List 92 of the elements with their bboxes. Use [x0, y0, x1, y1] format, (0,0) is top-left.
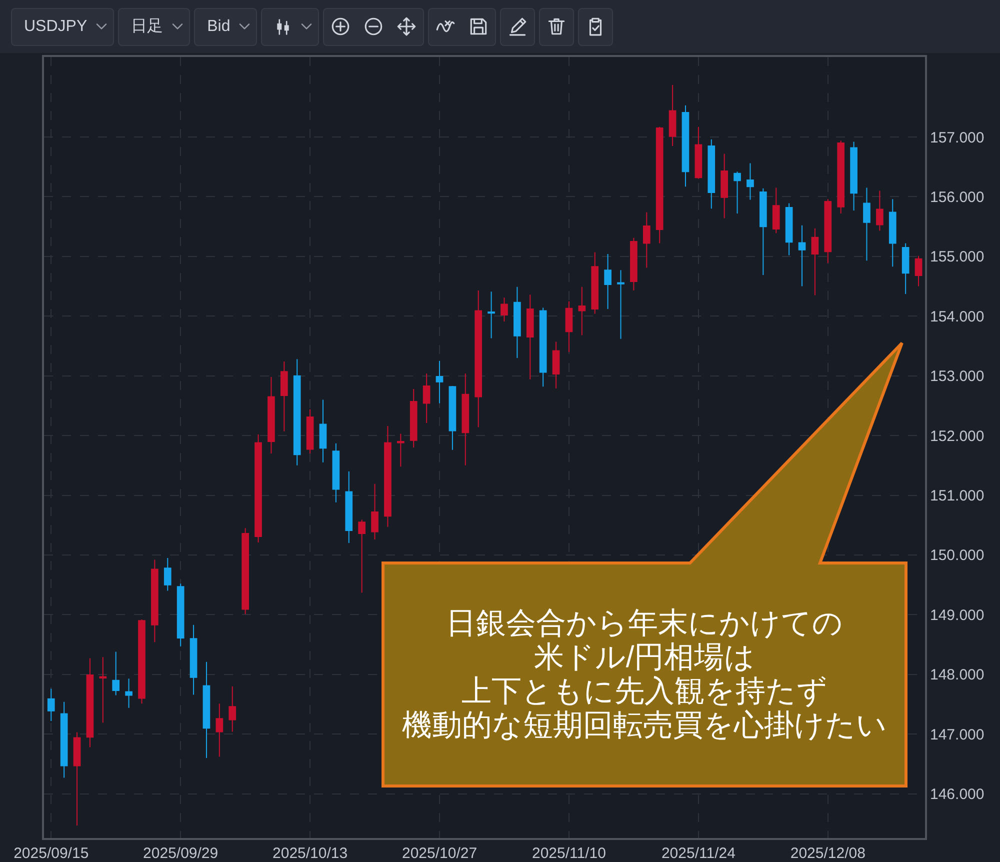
dropdown: Bid	[194, 8, 258, 46]
candlestick	[280, 361, 288, 432]
candlestick	[694, 126, 702, 180]
candlestick	[656, 126, 664, 244]
x-tick-label: 2025/09/29	[143, 845, 218, 862]
candlestick	[708, 138, 716, 210]
candlestick	[358, 519, 366, 594]
candlestick	[397, 433, 404, 468]
candlestick	[760, 188, 767, 276]
x-tick-label: 2025/10/13	[272, 845, 348, 862]
x-tick-label: 2025/11/24	[661, 845, 736, 862]
x-tick-label: 2025/09/15	[14, 845, 89, 862]
dropdown: USDJPY	[11, 8, 114, 46]
x-tick-label: 2025/12/08	[790, 845, 866, 862]
candlestick	[526, 294, 534, 380]
chart-title: USDJPY	[24, 18, 88, 36]
y-tick-label: 148.000	[930, 666, 984, 684]
candlestick	[902, 242, 910, 295]
candlestick	[630, 237, 638, 291]
candlestick	[332, 442, 340, 503]
candlestick	[552, 341, 560, 389]
candlestick	[462, 372, 470, 466]
dropdown: 日足	[118, 8, 190, 46]
candlestick	[863, 187, 870, 262]
candlestick	[746, 162, 754, 200]
candlestick	[112, 651, 120, 696]
candlestick	[642, 212, 650, 268]
candlestick	[798, 224, 806, 287]
candlestick	[720, 153, 728, 219]
candlestick	[319, 399, 327, 463]
candlestick	[539, 307, 547, 388]
candlestick	[190, 624, 198, 696]
candlestick	[99, 656, 107, 724]
candlestick	[591, 252, 599, 314]
candlestick	[488, 291, 495, 339]
y-tick-label: 151.000	[930, 488, 984, 505]
y-tick-label: 146.000	[930, 786, 984, 804]
candlestick	[500, 297, 508, 322]
y-tick-label: 152.000	[930, 428, 984, 445]
candlestick	[514, 286, 521, 358]
y-tick-label: 150.000	[930, 547, 984, 564]
candlestick	[254, 434, 262, 543]
candlestick	[371, 483, 378, 540]
candlestick	[216, 703, 224, 758]
candlestick	[47, 688, 55, 722]
candlestick	[785, 202, 793, 256]
candlestick	[151, 559, 158, 643]
candlestick	[811, 228, 819, 296]
candlestick	[268, 376, 275, 454]
candlestick	[410, 388, 418, 448]
candlestick	[242, 528, 249, 615]
candlestick	[578, 286, 586, 336]
candlestick	[682, 104, 690, 188]
candlestick	[384, 426, 392, 528]
y-tick-label: 154.000	[930, 308, 984, 326]
candlestick	[876, 190, 884, 232]
candlestick	[604, 254, 612, 310]
candlestick	[448, 386, 456, 450]
candlestick	[565, 300, 573, 352]
candlestick	[164, 557, 172, 592]
y-tick-label: 157.000	[930, 129, 984, 146]
y-tick-label: 149.000	[930, 606, 984, 624]
candlestick	[306, 408, 314, 454]
candlestick	[228, 686, 236, 732]
candlestick	[138, 618, 146, 704]
candlestick	[914, 255, 922, 287]
candlestick	[125, 678, 132, 708]
candlestick	[837, 140, 845, 214]
x-tick-label: 2025/10/27	[402, 845, 478, 862]
candlestick	[293, 358, 301, 466]
candlestick	[850, 141, 858, 211]
candlestick	[734, 171, 741, 214]
candlestick	[73, 732, 81, 826]
candlestick	[888, 198, 896, 268]
candlestick	[345, 470, 353, 544]
candlestick	[422, 372, 430, 424]
candlestick	[474, 290, 482, 428]
y-tick-label: 153.000	[930, 368, 984, 386]
y-tick-label: 156.000	[930, 188, 984, 206]
x-tick-label: 2025/11/10	[532, 845, 606, 862]
candlestick	[436, 360, 444, 404]
y-tick-label: 147.000	[930, 726, 984, 744]
candlestick	[86, 658, 94, 748]
candlestick	[824, 198, 832, 264]
candlestick	[772, 187, 780, 234]
candlestick	[617, 270, 624, 340]
candlestick	[176, 583, 184, 647]
candlestick	[668, 84, 676, 146]
annotation: 日銀会合から年末にかけての米ドル/円相場は上下ともに先入観を持たず機動的な短期回転売買を心掛けたい	[401, 606, 888, 742]
candlestick	[60, 701, 68, 778]
y-tick-label: 155.000	[930, 248, 984, 266]
candlestick	[202, 661, 210, 758]
